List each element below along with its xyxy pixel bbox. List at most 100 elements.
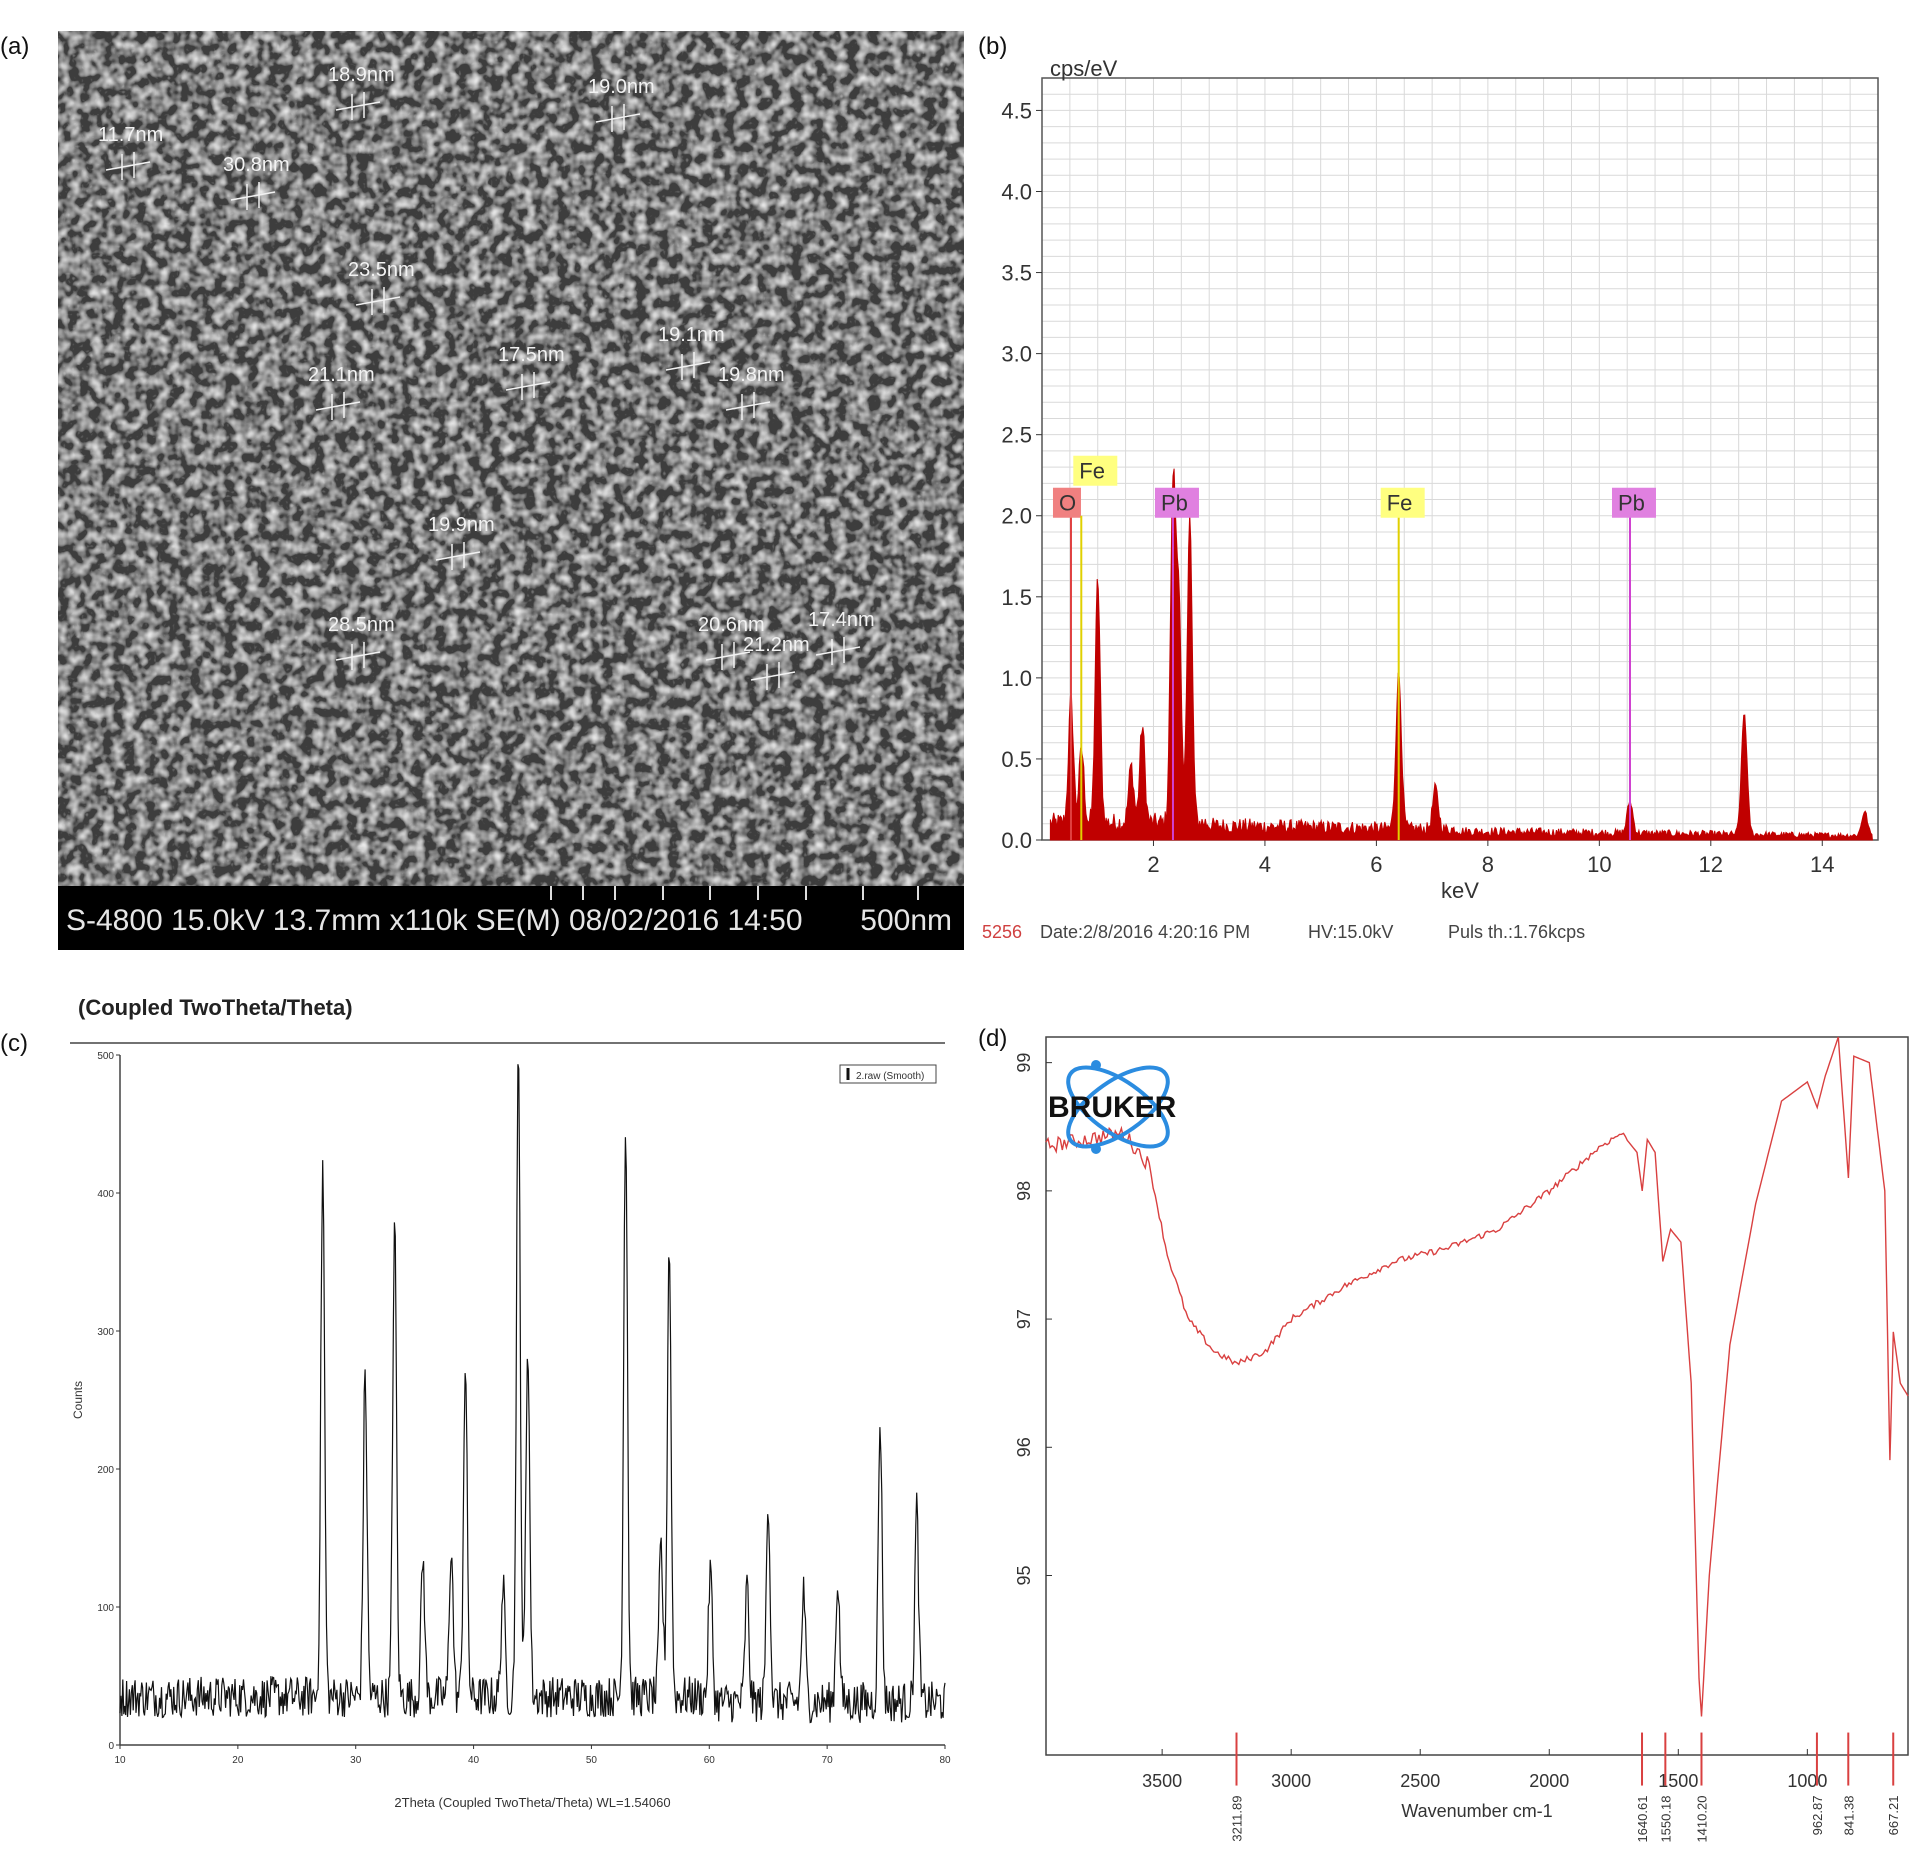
eds-y-tick-label: 1.5	[1001, 585, 1032, 610]
ftir-y-tick-label: 99	[1014, 1053, 1034, 1073]
sem-measurement-marker	[505, 381, 551, 391]
sem-measurement-label: 11.7nm	[98, 124, 163, 146]
ftir-peak-label: 1550.18	[1658, 1796, 1673, 1843]
eds-element-label-box	[1611, 487, 1656, 518]
ftir-peak-label: 962.87	[1810, 1796, 1825, 1836]
sem-measurement-label: 19.0nm	[588, 76, 655, 98]
eds-x-tick-label: 10	[1587, 852, 1611, 877]
sem-micrograph: 18.9nm 19.0nm 11.7nm 30.8nm 23.5nm 17.5nm 19.1…	[58, 31, 964, 950]
ftir-peak-label: 841.38	[1841, 1796, 1856, 1836]
ftir-x-axis-label: Wavenumber cm-1	[1401, 1801, 1552, 1821]
sem-measurement-marker	[435, 551, 481, 561]
eds-y-tick-label: 3.5	[1001, 261, 1032, 286]
bruker-logo-orbit	[1066, 1065, 1170, 1149]
xrd-legend-label: 2.raw (Smooth)	[856, 1071, 924, 1082]
eds-x-tick-label: 14	[1810, 852, 1834, 877]
eds-spectrum-chart: cps/eV 0.0 0.5 1.0 1.5 2.0 2.5 3.0 3.5 4.0 4.5 2 4 6 8…	[982, 56, 1879, 942]
sem-measurement-label: 19.1nm	[658, 324, 725, 346]
xrd-pattern-chart: (Coupled TwoTheta/Theta) 0 100 200 300 400 500…	[70, 995, 951, 1810]
xrd-x-tick-label: 10	[114, 1755, 126, 1766]
xrd-y-tick-label: 0	[108, 1741, 114, 1752]
ftir-x-tick-label: 1000	[1787, 1771, 1827, 1791]
ftir-x-tick-label: 3500	[1142, 1771, 1182, 1791]
eds-footer-id: 5256	[982, 922, 1022, 942]
ftir-spectrum-series	[1045, 1036, 1909, 1717]
bruker-logo: BRUKER	[1048, 1060, 1177, 1154]
xrd-x-tick-label: 40	[468, 1755, 480, 1766]
eds-y-tick-label: 3.0	[1001, 342, 1032, 367]
xrd-title: (Coupled TwoTheta/Theta)	[78, 995, 353, 1020]
panel-label-a: (a)	[0, 33, 30, 60]
xrd-y-tick-label: 200	[97, 1465, 114, 1476]
xrd-pattern-series	[119, 1064, 946, 1724]
ftir-peak-label: 1410.20	[1694, 1796, 1709, 1843]
sem-measurement-marker	[355, 296, 401, 306]
ftir-y-tick-label: 96	[1014, 1437, 1034, 1457]
eds-x-tick-label: 4	[1259, 852, 1271, 877]
sem-info-text: S-4800 15.0kV 13.7mm x110k SE(M) 08/02/2…	[66, 904, 803, 937]
sem-info-bar: S-4800 15.0kV 13.7mm x110k SE(M) 08/02/2…	[58, 886, 964, 950]
eds-y-tick-label: 4.0	[1001, 179, 1032, 204]
eds-x-axis-label: keV	[1441, 878, 1479, 903]
sem-measurement-marker	[705, 651, 751, 661]
sem-measurement-marker	[335, 651, 381, 661]
eds-footer-date: Date:2/8/2016 4:20:16 PM	[1040, 922, 1250, 942]
sem-measurement-marker	[750, 671, 796, 681]
bruker-logo-text: BRUKER	[1048, 1091, 1177, 1124]
panel-label-d: (d)	[978, 1025, 1008, 1052]
eds-element-label: O	[1059, 491, 1076, 516]
sem-measurement-marker	[335, 101, 381, 111]
sem-measurement-marker	[230, 191, 276, 201]
sem-measurement-label: 23.5nm	[348, 259, 415, 281]
eds-footer-puls: Puls th.:1.76kcps	[1448, 922, 1585, 942]
eds-footer-hv: HV:15.0kV	[1308, 922, 1393, 942]
ftir-x-tick-label: 1500	[1658, 1771, 1698, 1791]
bruker-logo-orbit	[1066, 1065, 1170, 1149]
xrd-y-tick-label: 400	[97, 1189, 114, 1200]
sem-measurement-label: 18.9nm	[328, 64, 395, 86]
xrd-x-axis-label: 2Theta (Coupled TwoTheta/Theta) WL=1.540…	[394, 1795, 670, 1810]
xrd-y-tick-label: 500	[97, 1051, 114, 1062]
eds-y-tick-label: 0.5	[1001, 747, 1032, 772]
eds-element-label-box	[1154, 487, 1199, 518]
eds-spectrum-series	[1049, 468, 1873, 841]
panel-label-b: (b)	[978, 33, 1008, 60]
sem-measurement-marker	[105, 161, 151, 171]
ftir-x-tick-label: 3000	[1271, 1771, 1311, 1791]
eds-x-tick-label: 12	[1699, 852, 1723, 877]
sem-measurement-marker	[315, 401, 361, 411]
eds-element-label: Pb	[1618, 491, 1645, 516]
xrd-x-tick-label: 50	[586, 1755, 598, 1766]
xrd-x-tick-label: 20	[232, 1755, 244, 1766]
xrd-y-tick-label: 300	[97, 1327, 114, 1338]
ftir-peak-label: 667.21	[1886, 1796, 1901, 1836]
eds-element-label-box	[1052, 487, 1081, 518]
sem-measurement-label: 30.8nm	[223, 154, 290, 176]
sem-measurement-label: 19.8nm	[718, 364, 785, 386]
eds-y-tick-label: 2.5	[1001, 423, 1032, 448]
sem-measurement-label: 21.2nm	[743, 634, 810, 656]
xrd-legend-box	[839, 1064, 937, 1084]
ftir-peak-label: 3211.89	[1229, 1796, 1244, 1842]
sem-measurement-marker	[595, 113, 641, 123]
eds-y-tick-label: 4.5	[1001, 98, 1032, 123]
sem-measurement-label: 19.9nm	[428, 514, 495, 536]
eds-element-label: Pb	[1161, 491, 1188, 516]
sem-measurement-marker	[815, 646, 861, 656]
ftir-peak-label: 1640.61	[1635, 1796, 1650, 1843]
ftir-plot-frame	[1045, 1036, 1909, 1756]
ftir-spectrum-chart: 95 96 97 98 99 3500 3000 2500 2000 1500 1000 Wavenu…	[1014, 1036, 1909, 1843]
ftir-y-tick-label: 98	[1014, 1181, 1034, 1201]
sem-measurement-label: 28.5nm	[328, 614, 395, 636]
xrd-x-tick-label: 80	[939, 1755, 951, 1766]
sem-image: 18.9nm 19.0nm 11.7nm 30.8nm 23.5nm 17.5nm 19.1…	[58, 31, 964, 886]
xrd-x-tick-label: 70	[822, 1755, 834, 1766]
panel-label-c: (c)	[0, 1030, 28, 1057]
eds-y-tick-label: 2.0	[1001, 504, 1032, 529]
sem-measurement-label: 20.6nm	[698, 614, 765, 636]
ftir-x-tick-label: 2000	[1529, 1771, 1569, 1791]
eds-x-tick-label: 2	[1147, 852, 1159, 877]
xrd-x-tick-label: 30	[350, 1755, 362, 1766]
sem-measurement-label: 21.1nm	[308, 364, 375, 386]
xrd-y-tick-label: 100	[97, 1603, 114, 1614]
